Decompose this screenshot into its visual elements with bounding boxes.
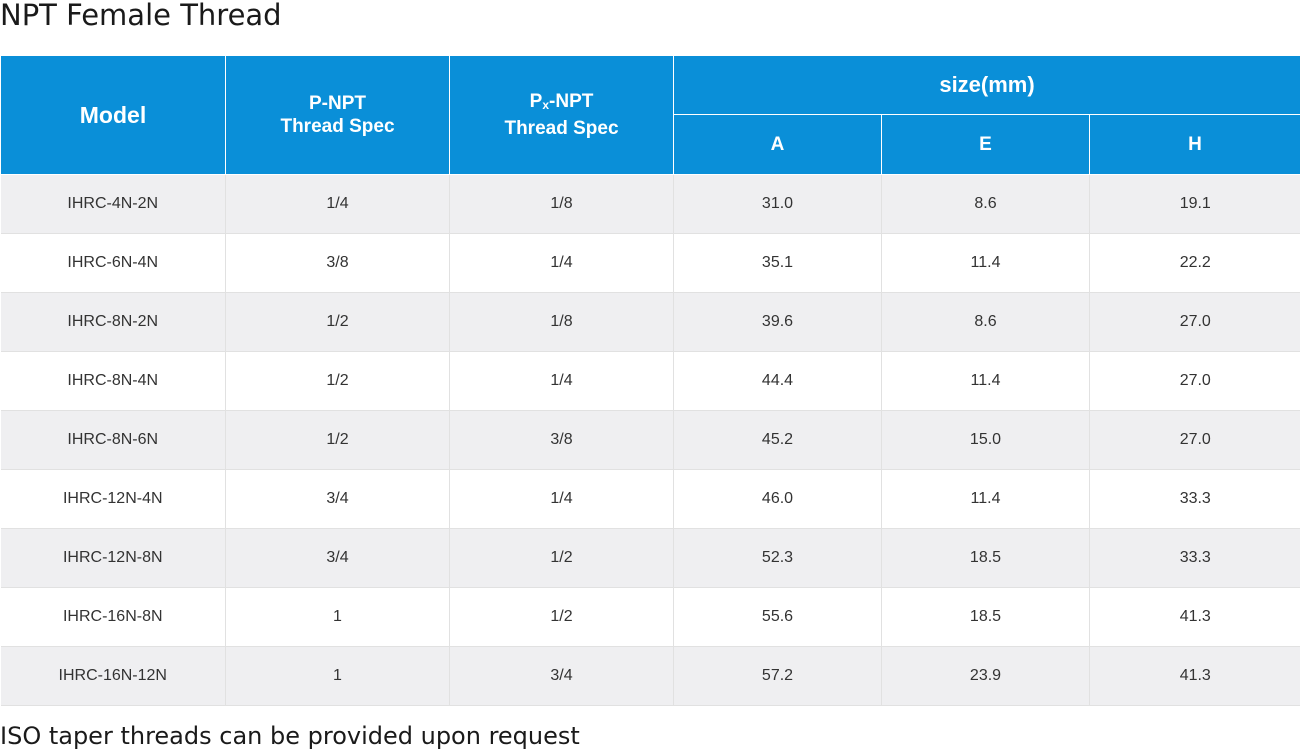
header-px-npt: Px-NPT Thread Spec: [450, 56, 674, 175]
footnote: ISO taper threads can be provided upon r…: [0, 720, 580, 752]
cell-p-npt: 1/2: [226, 411, 450, 470]
cell-model: IHRC-4N-2N: [1, 175, 226, 234]
cell-h: 27.0: [1090, 352, 1300, 411]
cell-e: 18.5: [882, 529, 1090, 588]
cell-px-npt: 1/2: [450, 529, 674, 588]
header-dim-e: E: [882, 115, 1090, 175]
header-p-npt-line1: P-NPT: [309, 93, 366, 114]
table-row: IHRC-12N-4N 3/4 1/4 46.0 11.4 33.3: [1, 470, 1300, 529]
cell-model: IHRC-16N-8N: [1, 588, 226, 647]
cell-a: 55.6: [674, 588, 882, 647]
cell-e: 8.6: [882, 175, 1090, 234]
cell-p-npt: 1: [226, 647, 450, 706]
cell-p-npt: 3/4: [226, 529, 450, 588]
cell-h: 41.3: [1090, 588, 1300, 647]
header-px-npt-line2: Thread Spec: [504, 118, 618, 139]
cell-model: IHRC-12N-8N: [1, 529, 226, 588]
cell-model: IHRC-16N-12N: [1, 647, 226, 706]
cell-p-npt: 3/4: [226, 470, 450, 529]
cell-a: 45.2: [674, 411, 882, 470]
table-row: IHRC-16N-12N 1 3/4 57.2 23.9 41.3: [1, 647, 1300, 706]
table-row: IHRC-8N-2N 1/2 1/8 39.6 8.6 27.0: [1, 293, 1300, 352]
table-row: IHRC-16N-8N 1 1/2 55.6 18.5 41.3: [1, 588, 1300, 647]
table-row: IHRC-8N-4N 1/2 1/4 44.4 11.4 27.0: [1, 352, 1300, 411]
cell-px-npt: 3/4: [450, 647, 674, 706]
cell-a: 39.6: [674, 293, 882, 352]
header-dim-h: H: [1090, 115, 1300, 175]
header-px-p: P: [530, 91, 543, 112]
header-model: Model: [1, 56, 226, 175]
cell-e: 15.0: [882, 411, 1090, 470]
cell-e: 11.4: [882, 352, 1090, 411]
table-header: Model P-NPT Thread Spec Px-NPT Thread Sp…: [1, 56, 1300, 175]
cell-e: 23.9: [882, 647, 1090, 706]
cell-px-npt: 1/4: [450, 234, 674, 293]
cell-e: 11.4: [882, 470, 1090, 529]
cell-h: 41.3: [1090, 647, 1300, 706]
cell-a: 44.4: [674, 352, 882, 411]
cell-h: 27.0: [1090, 293, 1300, 352]
header-dim-a: A: [674, 115, 882, 175]
cell-a: 35.1: [674, 234, 882, 293]
header-px-subscript: x: [542, 98, 549, 112]
cell-px-npt: 3/8: [450, 411, 674, 470]
cell-a: 52.3: [674, 529, 882, 588]
cell-h: 33.3: [1090, 529, 1300, 588]
cell-px-npt: 1/2: [450, 588, 674, 647]
cell-p-npt: 1/2: [226, 293, 450, 352]
cell-px-npt: 1/4: [450, 352, 674, 411]
cell-model: IHRC-8N-4N: [1, 352, 226, 411]
page-title: NPT Female Thread: [0, 0, 282, 36]
spec-table: Model P-NPT Thread Spec Px-NPT Thread Sp…: [0, 56, 1300, 706]
cell-a: 46.0: [674, 470, 882, 529]
cell-px-npt: 1/8: [450, 293, 674, 352]
header-p-npt-line2: Thread Spec: [280, 116, 394, 137]
cell-e: 8.6: [882, 293, 1090, 352]
cell-h: 19.1: [1090, 175, 1300, 234]
cell-px-npt: 1/8: [450, 175, 674, 234]
table-row: IHRC-12N-8N 3/4 1/2 52.3 18.5 33.3: [1, 529, 1300, 588]
table-row: IHRC-8N-6N 1/2 3/8 45.2 15.0 27.0: [1, 411, 1300, 470]
cell-p-npt: 1/4: [226, 175, 450, 234]
cell-e: 11.4: [882, 234, 1090, 293]
cell-px-npt: 1/4: [450, 470, 674, 529]
cell-p-npt: 3/8: [226, 234, 450, 293]
cell-a: 31.0: [674, 175, 882, 234]
header-px-npt-text: -NPT: [549, 91, 593, 112]
cell-h: 33.3: [1090, 470, 1300, 529]
cell-p-npt: 1/2: [226, 352, 450, 411]
header-p-npt: P-NPT Thread Spec: [226, 56, 450, 175]
cell-model: IHRC-6N-4N: [1, 234, 226, 293]
cell-model: IHRC-8N-2N: [1, 293, 226, 352]
table-body: IHRC-4N-2N 1/4 1/8 31.0 8.6 19.1 IHRC-6N…: [1, 175, 1300, 706]
cell-model: IHRC-12N-4N: [1, 470, 226, 529]
cell-h: 27.0: [1090, 411, 1300, 470]
cell-model: IHRC-8N-6N: [1, 411, 226, 470]
table-row: IHRC-6N-4N 3/8 1/4 35.1 11.4 22.2: [1, 234, 1300, 293]
cell-a: 57.2: [674, 647, 882, 706]
cell-p-npt: 1: [226, 588, 450, 647]
table-row: IHRC-4N-2N 1/4 1/8 31.0 8.6 19.1: [1, 175, 1300, 234]
cell-e: 18.5: [882, 588, 1090, 647]
cell-h: 22.2: [1090, 234, 1300, 293]
header-size-group: size(mm): [674, 56, 1300, 115]
